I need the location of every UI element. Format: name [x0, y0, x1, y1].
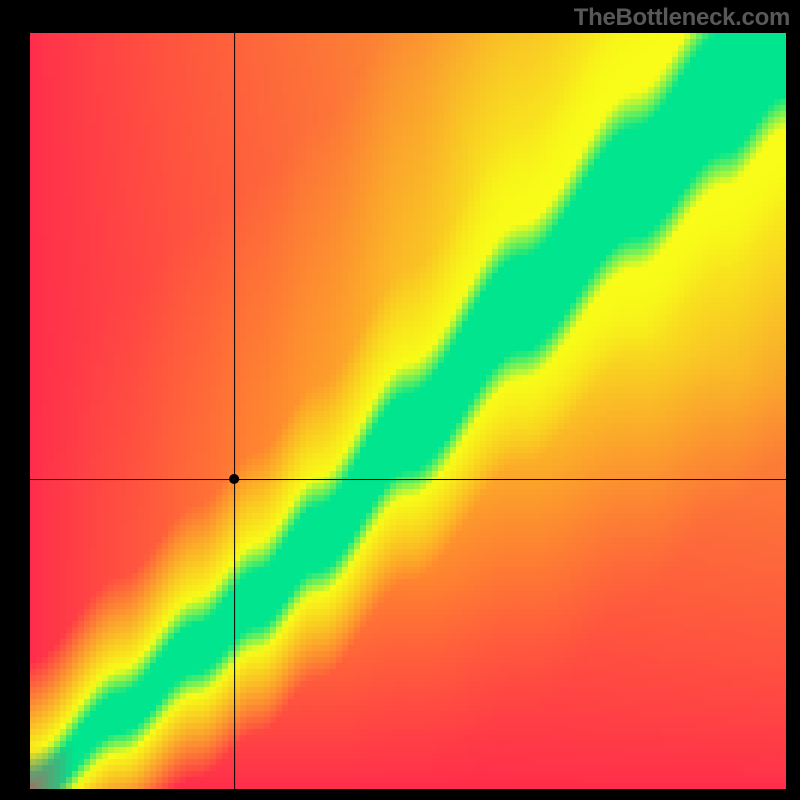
watermark: TheBottleneck.com [574, 4, 790, 32]
bottleneck-heatmap [0, 0, 800, 800]
chart-container: { "watermark": "TheBottleneck.com", "can… [0, 0, 800, 800]
